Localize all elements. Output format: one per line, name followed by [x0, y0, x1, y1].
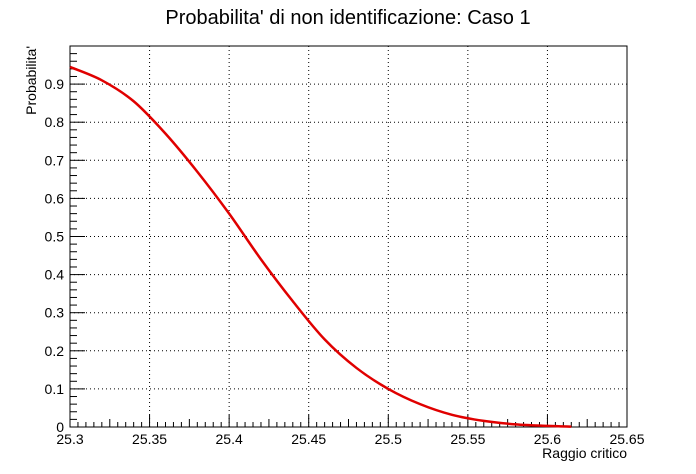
y-tick-label: 0.6	[45, 190, 65, 206]
y-tick-label: 0.5	[45, 229, 65, 245]
series-line	[69, 65, 572, 428]
axis-ticks	[69, 53, 628, 428]
x-axis-label: Raggio critico	[542, 445, 627, 461]
plot-frame	[69, 45, 628, 428]
x-tick-label: 25.5	[375, 431, 402, 447]
y-tick-label: 0.7	[45, 152, 65, 168]
chart-title: Probabilita' di non identificazione: Cas…	[165, 7, 530, 29]
x-tick-label: 25.6	[534, 431, 561, 447]
series-layer	[69, 65, 572, 428]
y-tick-label: 0.9	[45, 76, 65, 92]
y-tick-label: 0.2	[45, 343, 65, 359]
y-tick-label: 0.4	[45, 267, 65, 283]
y-tick-label: 0.3	[45, 305, 65, 321]
x-tick-label: 25.4	[216, 431, 243, 447]
x-tick-label: 25.45	[291, 431, 326, 447]
y-tick-label: 0.1	[45, 381, 65, 397]
x-tick-label: 25.65	[609, 431, 644, 447]
tick-labels: 25.3 25.35 25.4 25.45 25.5 25.55 25.6 25.65 0 0.1…	[45, 76, 645, 447]
y-tick-label: 0	[56, 419, 64, 435]
x-tick-label: 25.3	[56, 431, 83, 447]
y-tick-label: 0.8	[45, 114, 65, 130]
grid	[70, 46, 627, 427]
y-axis-label: Probabilita'	[23, 46, 39, 115]
x-tick-label: 25.35	[132, 431, 167, 447]
x-tick-label: 25.55	[450, 431, 485, 447]
